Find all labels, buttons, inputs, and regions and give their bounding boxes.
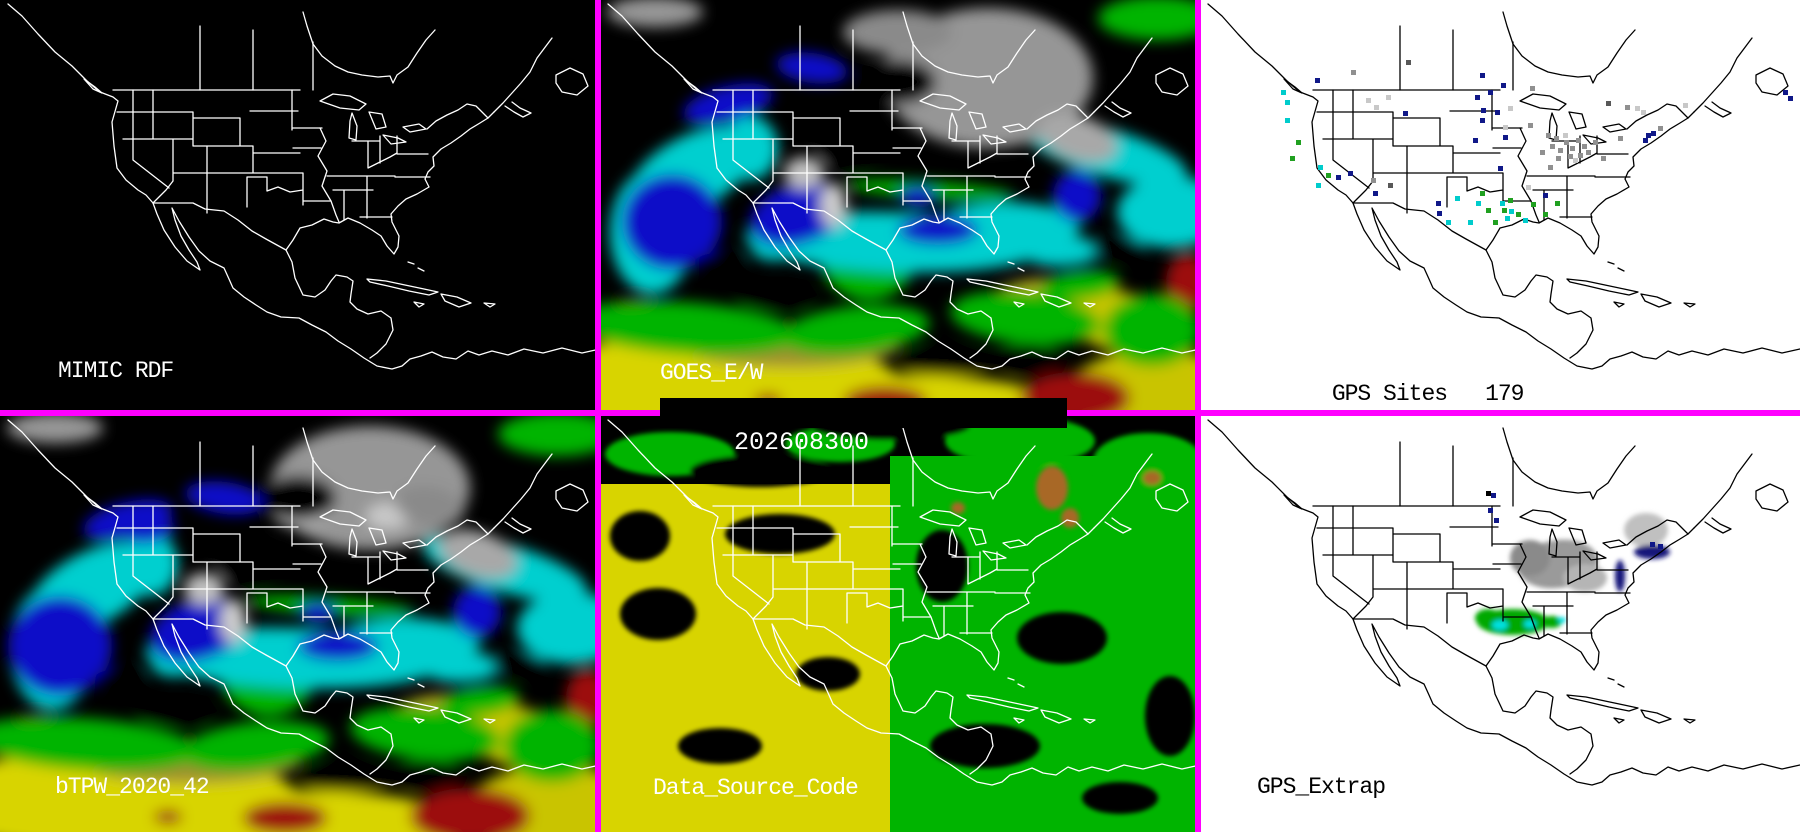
gps-extrap-map bbox=[1200, 416, 1800, 832]
btpw-moisture-field bbox=[0, 416, 600, 832]
gps-site-markers bbox=[1281, 60, 1793, 225]
panel-label-btpw: bTPW_2020_42 bbox=[55, 774, 210, 800]
gps-sites-label: GPS Sites bbox=[1331, 381, 1448, 407]
timestamp-bar: 202608300 bbox=[660, 398, 1067, 457]
goes-ew-map bbox=[600, 0, 1200, 416]
panel-label-data-source-code: Data_Source_Code bbox=[653, 775, 859, 801]
panel-gps-sites[interactable]: GPS Sites 179 bbox=[1200, 0, 1800, 416]
divider-vertical-left bbox=[595, 0, 601, 832]
btpw-map bbox=[0, 416, 600, 832]
panel-label-goes-ew: GOES_E/W bbox=[660, 360, 763, 386]
panel-mimic-rdf[interactable]: MIMIC RDF bbox=[0, 0, 600, 416]
gps-sites-count: 179 bbox=[1485, 381, 1524, 407]
mimic-rdf-map bbox=[0, 0, 600, 416]
data-source-code-map bbox=[600, 416, 1200, 832]
gps-extrap-markers bbox=[1486, 491, 1663, 549]
panel-label-gps-extrap: GPS_Extrap bbox=[1257, 774, 1386, 800]
divider-vertical-right bbox=[1195, 0, 1201, 832]
panel-data-source-code[interactable]: Data_Source_Code bbox=[600, 416, 1200, 832]
panel-label-gps-sites: GPS Sites 179 bbox=[1255, 360, 1525, 416]
panel-goes-ew[interactable]: GOES_E/W bbox=[600, 0, 1200, 416]
timestamp-text: 202608300 bbox=[734, 428, 870, 457]
panel-btpw[interactable]: bTPW_2020_42 bbox=[0, 416, 600, 832]
goes-moisture-field bbox=[600, 0, 1200, 416]
panel-label-mimic-rdf: MIMIC RDF bbox=[58, 358, 174, 384]
panel-gps-extrap[interactable]: GPS_Extrap bbox=[1200, 416, 1800, 832]
gps-sites-map bbox=[1200, 0, 1800, 416]
